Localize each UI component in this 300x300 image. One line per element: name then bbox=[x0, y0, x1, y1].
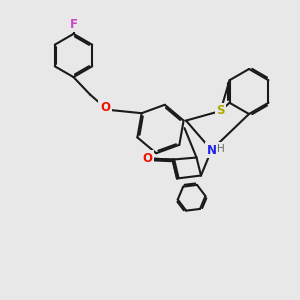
Text: N: N bbox=[206, 143, 217, 157]
Text: O: O bbox=[142, 152, 152, 165]
Text: H: H bbox=[217, 143, 225, 154]
Text: O: O bbox=[100, 100, 110, 114]
Text: S: S bbox=[216, 104, 225, 118]
Text: F: F bbox=[70, 18, 77, 31]
